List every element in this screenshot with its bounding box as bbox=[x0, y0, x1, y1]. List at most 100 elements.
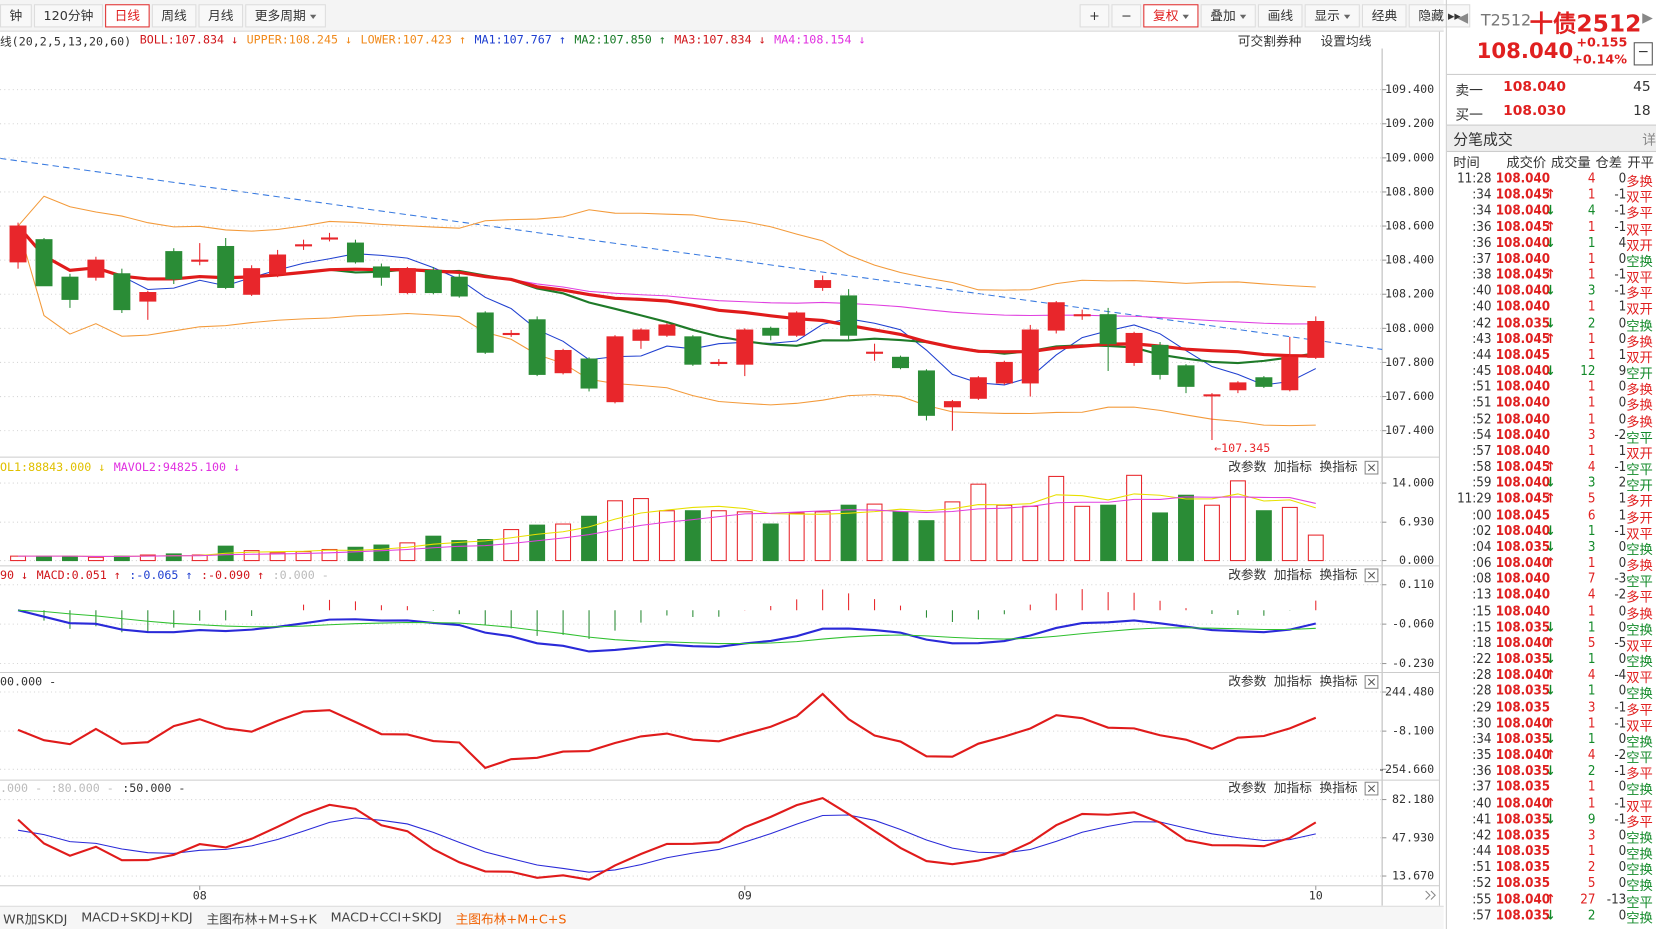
volume-bar bbox=[399, 542, 416, 562]
pane-button[interactable]: 加指标 bbox=[1274, 673, 1312, 688]
toolbar-button[interactable]: 画线 bbox=[1258, 4, 1303, 28]
info-button[interactable]: 设置均线 bbox=[1320, 33, 1372, 49]
prev[interactable]: ◀ bbox=[1457, 10, 1469, 27]
trade-time: :45 bbox=[1472, 362, 1492, 378]
button-label: − bbox=[1121, 8, 1132, 24]
tab[interactable]: MACD+CCI+SKDJ bbox=[330, 909, 442, 925]
info-button[interactable]: 可交割券种 bbox=[1237, 33, 1302, 49]
detail[interactable]: 详 bbox=[1642, 133, 1656, 149]
trade-chg: 1 bbox=[1618, 346, 1627, 362]
caret bbox=[1182, 14, 1190, 19]
tab[interactable]: WR加SKDJ bbox=[3, 912, 68, 927]
pane-button[interactable]: 加指标 bbox=[1274, 780, 1312, 795]
trade-time: :15 bbox=[1472, 618, 1492, 635]
trade-arrow: ↓ bbox=[1545, 234, 1556, 250]
trade-time: :36 bbox=[1472, 234, 1492, 250]
pane-button[interactable]: 换指标 bbox=[1319, 673, 1357, 688]
cci-line bbox=[17, 692, 1317, 770]
candle-body bbox=[917, 370, 935, 416]
candle-body bbox=[788, 312, 806, 336]
x-tick-label: 09 bbox=[738, 889, 752, 903]
pane-button[interactable]: 改参数 bbox=[1228, 567, 1266, 582]
candle-body bbox=[684, 336, 702, 365]
trade-price: 108.040 bbox=[1495, 362, 1551, 378]
trade-price: 108.045 bbox=[1495, 506, 1551, 523]
toolbar-button[interactable]: 隐藏 ▸▸ bbox=[1408, 4, 1471, 28]
toolbar-button[interactable]: − bbox=[1111, 4, 1142, 28]
trade-vol: 1 bbox=[1587, 714, 1596, 731]
pane-header: :-0.065 ↑ bbox=[129, 568, 192, 582]
pane-button[interactable]: 换指标 bbox=[1319, 459, 1357, 474]
trade-time: :34 bbox=[1472, 730, 1492, 747]
button-label: 120分钟 bbox=[43, 8, 94, 24]
trade-price: 108.035 bbox=[1495, 778, 1551, 795]
next[interactable]: ▶ bbox=[1642, 10, 1653, 27]
trade-vol: 1 bbox=[1587, 378, 1596, 394]
volume-bar bbox=[61, 555, 78, 562]
trade-time: :55 bbox=[1472, 890, 1492, 907]
trade-chg: 0 bbox=[1618, 410, 1627, 427]
trade-chg: 1 bbox=[1618, 490, 1627, 507]
tab[interactable]: 主图布林+M+C+S bbox=[455, 912, 567, 927]
tab[interactable]: MACD+SKDJ+KDJ bbox=[81, 909, 193, 925]
column-header: 仓差 bbox=[1595, 154, 1623, 170]
trade-type: 空开 bbox=[1626, 365, 1653, 382]
scroll-icon[interactable] bbox=[1425, 890, 1436, 900]
trade-vol: 2 bbox=[1587, 858, 1596, 875]
toolbar-button[interactable]: 更多周期 bbox=[245, 4, 326, 28]
info-row: 线(20,2,5,13,20,60) BOLL:107.834 ↓ UPPER:10… bbox=[0, 32, 1382, 49]
trade-type: 空平 bbox=[1626, 461, 1653, 478]
trade-chg: -1 bbox=[1614, 698, 1627, 715]
toolbar-button[interactable]: 周线 bbox=[151, 4, 197, 28]
trade-chg: 2 bbox=[1618, 474, 1627, 491]
trade-row: :22 108.035 ↓ 1 0 空换 bbox=[1447, 650, 1656, 669]
trade-vol: 5 bbox=[1587, 634, 1596, 651]
trade-row: :57 108.040 1 1 双开 bbox=[1447, 442, 1656, 461]
trade-vol: 1 bbox=[1587, 554, 1596, 571]
candle-body bbox=[736, 329, 754, 365]
y-tick-label: 244.480 bbox=[1385, 685, 1434, 699]
trade-row: :38 108.045 ↑ 1 -1 双平 bbox=[1447, 266, 1656, 285]
toolbar-button[interactable]: 钟 bbox=[0, 4, 32, 28]
candle-body bbox=[1151, 344, 1169, 375]
trade-chg: -1 bbox=[1614, 522, 1627, 539]
trade-row: :59 108.040 ↓ 3 2 空开 bbox=[1447, 474, 1656, 493]
toolbar-button[interactable]: 显示 bbox=[1304, 4, 1361, 28]
pane-button[interactable]: 改参数 bbox=[1228, 459, 1266, 474]
pane-button[interactable]: 加指标 bbox=[1274, 567, 1312, 582]
trade-chg: 1 bbox=[1618, 298, 1627, 314]
toolbar-button[interactable]: 复权 bbox=[1143, 4, 1199, 28]
candle-body bbox=[606, 336, 624, 403]
trade-row: :00 108.045 6 1 多开 bbox=[1447, 506, 1656, 525]
volume-bar bbox=[632, 498, 649, 562]
toolbar-button[interactable]: + bbox=[1079, 4, 1110, 28]
trade-row: :40 108.040 1 1 双开 bbox=[1447, 298, 1656, 317]
trade-time: 11:29 bbox=[1457, 490, 1492, 507]
toolbar-button[interactable]: 经典 bbox=[1362, 4, 1407, 28]
trade-price: 108.035 bbox=[1495, 618, 1551, 635]
toolbar-button[interactable]: 120分钟 bbox=[33, 4, 103, 28]
toolbar-button[interactable]: 叠加 bbox=[1200, 4, 1256, 28]
pane-button[interactable]: 换指标 bbox=[1319, 780, 1357, 795]
pane-button[interactable]: 改参数 bbox=[1228, 780, 1266, 795]
pane-button[interactable]: 加指标 bbox=[1274, 459, 1312, 474]
trade-time: :35 bbox=[1472, 746, 1492, 763]
book-vol: 18 bbox=[1633, 103, 1651, 120]
trade-type: 多换 bbox=[1626, 333, 1653, 350]
tab[interactable]: 主图布林+M+S+K bbox=[206, 912, 317, 927]
pane-button[interactable]: 换指标 bbox=[1319, 567, 1357, 582]
candle-body bbox=[398, 268, 416, 294]
trade-type: 多平 bbox=[1626, 701, 1653, 718]
trade-time: :41 bbox=[1472, 810, 1492, 827]
toolbar-button[interactable]: 日线 bbox=[105, 4, 150, 28]
toolbar-button[interactable]: 月线 bbox=[198, 4, 244, 28]
candle-body bbox=[1203, 394, 1221, 397]
pane-button[interactable]: 改参数 bbox=[1228, 673, 1266, 688]
collapse[interactable]: − bbox=[1633, 42, 1653, 66]
book-vol: 45 bbox=[1633, 79, 1651, 96]
trade-vol: 1 bbox=[1587, 346, 1596, 362]
trade-type: 双开 bbox=[1626, 237, 1653, 254]
trade-arrow: ↑ bbox=[1545, 185, 1556, 202]
book-price: 108.040 bbox=[1503, 79, 1567, 96]
trade-price: 108.035 bbox=[1495, 650, 1551, 667]
